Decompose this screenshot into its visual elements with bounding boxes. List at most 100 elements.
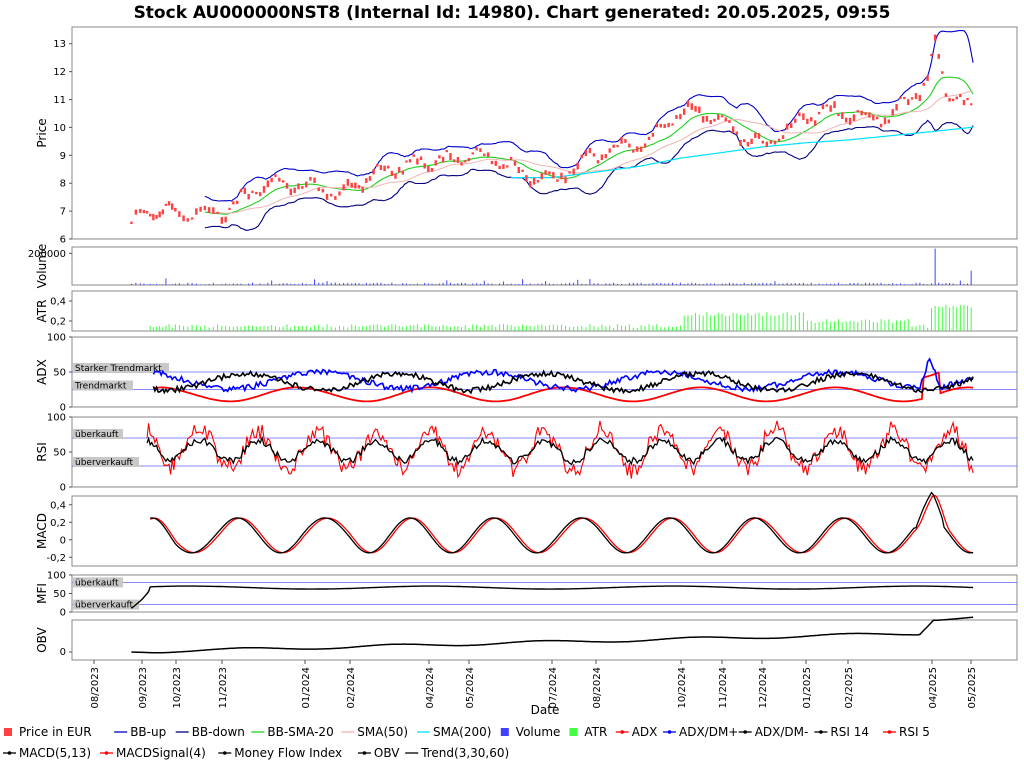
price-tick-label: 7 xyxy=(60,207,66,218)
price-candle xyxy=(868,112,871,118)
mfi-zone-label: überverkauft xyxy=(75,601,134,611)
price-candle xyxy=(941,71,944,74)
price-candle xyxy=(717,114,720,120)
price-candle xyxy=(761,140,764,144)
price-candle xyxy=(321,188,325,193)
price-candle xyxy=(540,173,543,180)
price-candle xyxy=(251,190,254,194)
price-candle xyxy=(412,154,415,157)
price-candle xyxy=(232,201,235,205)
price-candle xyxy=(829,105,832,112)
price-candle xyxy=(490,160,494,165)
price-candle xyxy=(521,169,524,172)
rsi5-line xyxy=(146,420,974,479)
legend-label: BB-up xyxy=(130,725,166,739)
price-candle xyxy=(164,203,168,206)
price-candle xyxy=(289,188,293,196)
price-candle xyxy=(383,165,386,172)
price-candle xyxy=(309,176,312,181)
legend-marker xyxy=(743,730,747,734)
legend-label: Volume xyxy=(516,725,561,739)
price-candle xyxy=(739,139,742,147)
rsi-tick-label: 0 xyxy=(60,483,66,494)
price-candle xyxy=(616,145,619,148)
price-candle xyxy=(907,99,910,105)
price-candle xyxy=(486,152,490,157)
price-tick-label: 11 xyxy=(53,95,66,106)
legend-label: ATR xyxy=(584,725,607,739)
legend-label: SMA(50) xyxy=(357,725,408,739)
price-panel-frame xyxy=(71,26,1018,240)
mfi-tick-label: 0 xyxy=(60,608,66,619)
price-candle xyxy=(139,208,142,213)
price-candle xyxy=(207,207,211,213)
price-candle xyxy=(856,110,860,113)
price-y-label: Price xyxy=(35,118,49,147)
price-candle xyxy=(401,170,404,175)
legend-item: RSI 14 xyxy=(814,725,869,739)
macd-tick-label: 0,2 xyxy=(50,518,66,529)
price-candle xyxy=(959,93,962,98)
price-candle xyxy=(713,118,716,122)
price-candle xyxy=(285,183,289,189)
dm-minus-line xyxy=(152,369,974,395)
price-candle xyxy=(643,143,647,148)
atr-tick-label: 0,4 xyxy=(50,297,66,308)
price-candle xyxy=(813,120,817,126)
price-candle xyxy=(329,193,333,197)
price-candle xyxy=(659,123,662,128)
legend-label: BB-SMA-20 xyxy=(267,725,333,739)
x-tick-label: 11/2023 xyxy=(218,667,229,709)
price-candle xyxy=(679,114,682,120)
price-candle xyxy=(506,165,509,168)
price-candle xyxy=(479,148,482,152)
price-candle xyxy=(427,166,430,173)
legend-marker xyxy=(819,730,823,734)
obv-line xyxy=(131,616,974,654)
price-candle xyxy=(962,99,966,106)
legend-marker xyxy=(104,751,109,755)
legend-item: SMA(200) xyxy=(417,725,491,739)
price-candle xyxy=(438,155,441,159)
price-candle xyxy=(368,176,372,181)
price-candle xyxy=(568,171,571,174)
price-candle xyxy=(305,181,308,188)
price-candle xyxy=(918,95,922,102)
adx-zone-label: Starker Trendmarkt xyxy=(75,364,162,374)
price-candle xyxy=(182,215,185,222)
bb-up-line xyxy=(204,30,974,202)
price-candle xyxy=(879,123,883,128)
x-axis: 08/2023 09/2023 10/2023 11/2023 01/2024 02/20… xyxy=(90,660,978,709)
price-candle xyxy=(161,209,164,215)
obv-tick-label: 0 xyxy=(60,647,66,658)
price-candle xyxy=(452,159,456,163)
x-tick-label: 11/2024 xyxy=(718,667,729,709)
price-candle xyxy=(390,170,394,176)
legend-swatch xyxy=(569,728,578,736)
price-candle xyxy=(777,138,781,142)
price-candle xyxy=(544,170,547,175)
legend-label: ADX xyxy=(632,725,658,739)
price-candle xyxy=(825,104,828,107)
price-candle xyxy=(502,164,505,169)
bb-down-line xyxy=(204,119,974,231)
price-candle xyxy=(387,165,390,169)
price-candle xyxy=(948,97,951,102)
price-candle xyxy=(419,156,423,161)
price-candle xyxy=(430,167,434,172)
price-candle xyxy=(698,106,701,114)
x-tick-label: 02/2024 xyxy=(346,667,357,709)
price-candle xyxy=(833,101,836,109)
adx-tick-label: 100 xyxy=(47,333,66,344)
price-candle xyxy=(464,160,467,163)
mfi-tick-label: 50 xyxy=(53,589,66,600)
price-candle xyxy=(416,158,419,165)
price-candle xyxy=(149,213,152,217)
price-candle xyxy=(914,93,918,99)
price-candle xyxy=(350,182,353,188)
price-candle xyxy=(580,154,583,159)
price-candle xyxy=(720,115,724,118)
price-candle xyxy=(186,218,190,222)
price-candle xyxy=(174,207,177,212)
price-candle xyxy=(357,185,361,189)
